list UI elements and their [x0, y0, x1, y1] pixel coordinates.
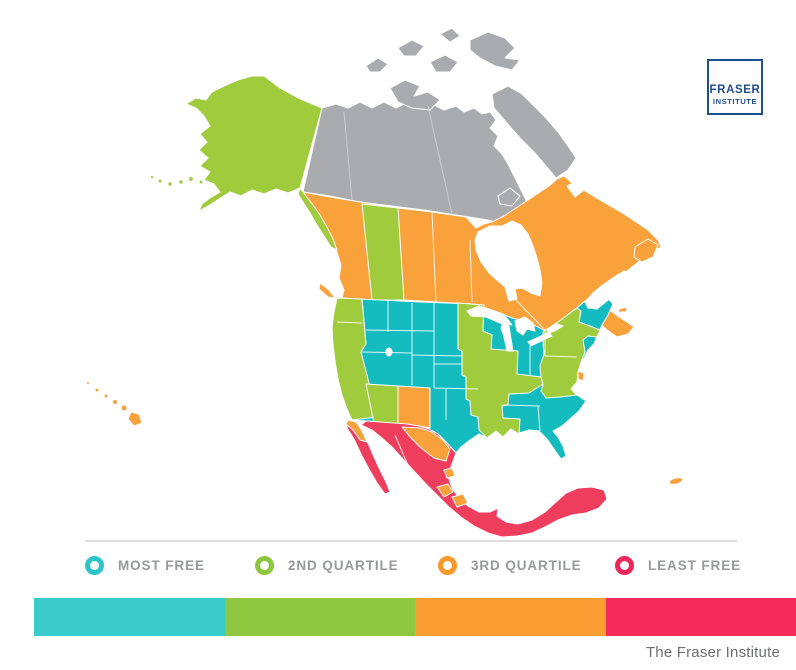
legend-label: 2ND QUARTILE	[288, 557, 399, 573]
legend-label: LEAST FREE	[648, 557, 742, 573]
patch-delaware	[577, 370, 585, 382]
fraser-institute-logo: FRASER INSTITUTE	[707, 59, 763, 115]
lake-huron	[514, 316, 536, 336]
region-mexico	[360, 420, 608, 538]
attribution-text: The Fraser Institute	[645, 644, 780, 661]
ungava-bay	[566, 180, 585, 198]
arctic-island-baffin	[491, 85, 577, 179]
map-svg	[86, 27, 684, 538]
legend-item-least-free: LEAST FREE	[615, 552, 741, 578]
patch-mexico-central-3	[443, 467, 456, 479]
legend-label: 3RD QUARTILE	[471, 557, 582, 573]
arctic-island	[397, 39, 425, 57]
quartile-color-bar	[34, 598, 796, 636]
gulf-of-st-lawrence	[584, 270, 634, 310]
color-bar-segment-2nd-quartile	[224, 598, 415, 636]
legend-item-3rd-quartile: 3RD QUARTILE	[438, 552, 582, 578]
least-free-ring-icon	[615, 555, 634, 575]
patch-new-mexico	[397, 385, 431, 429]
atlantic-island	[668, 477, 684, 485]
arctic-island	[439, 27, 461, 43]
region-pei	[617, 306, 628, 313]
logo-text-fraser: FRASER	[709, 83, 761, 96]
color-bar-segment-3rd-quartile	[415, 598, 606, 636]
lake-ontario	[546, 323, 564, 334]
legend-item-2nd-quartile: 2ND QUARTILE	[255, 552, 399, 578]
aleutian-islands	[149, 174, 204, 187]
second-quartile-ring-icon	[255, 555, 274, 575]
lake-michigan	[500, 321, 514, 352]
arctic-island-ellesmere	[469, 31, 521, 71]
arctic-island-southampton	[497, 187, 521, 207]
patch-us-west-coast	[331, 297, 378, 421]
region-canada-territories	[302, 101, 533, 231]
arctic-island-victoria	[389, 79, 441, 111]
legend-label: MOST FREE	[118, 557, 205, 573]
color-bar-segment-least-free	[605, 598, 796, 636]
arctic-island	[429, 54, 459, 73]
north-america-map	[86, 27, 684, 538]
third-quartile-ring-icon	[438, 555, 457, 575]
arctic-island	[365, 57, 389, 73]
state-borders	[336, 211, 578, 471]
most-free-ring-icon	[85, 555, 104, 575]
region-newfoundland	[633, 238, 659, 263]
patch-mexico-north	[401, 426, 451, 462]
patch-mexico-central-2	[451, 493, 469, 508]
color-bar-segment-most-free	[34, 598, 225, 636]
patch-mexico-central-1	[436, 483, 454, 498]
hawaii-islands	[86, 381, 143, 427]
legend-divider	[85, 540, 737, 542]
lake-superior	[466, 305, 513, 326]
region-alaska	[185, 75, 323, 212]
region-alaska-panhandle	[297, 187, 338, 251]
territory-borders	[343, 105, 453, 215]
patch-us-midwest-south	[457, 302, 544, 439]
region-vancouver-island	[318, 282, 336, 299]
hudson-bay	[474, 220, 543, 302]
region-alberta	[361, 203, 405, 301]
legend: MOST FREE 2ND QUARTILE 3RD QUARTILE LEAS…	[0, 552, 796, 578]
legend-item-most-free: MOST FREE	[85, 552, 205, 578]
lake-erie	[527, 331, 553, 347]
patch-baja-north	[345, 419, 368, 443]
logo-text-institute: INSTITUTE	[712, 96, 758, 106]
